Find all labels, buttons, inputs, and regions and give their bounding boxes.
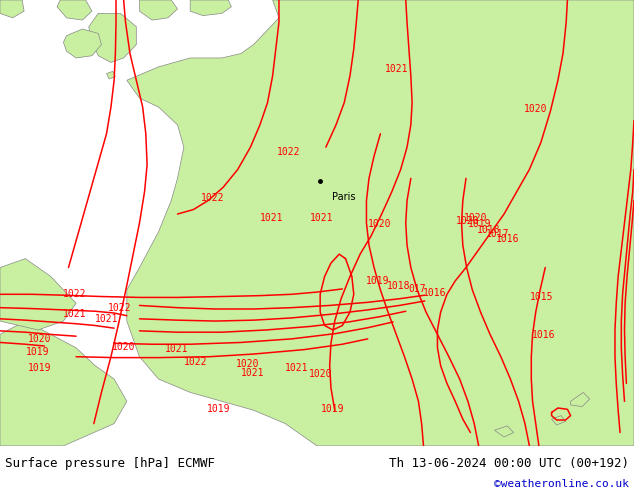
Text: 1018: 1018 — [386, 281, 410, 291]
Polygon shape — [0, 259, 76, 330]
Text: 1022: 1022 — [183, 357, 207, 367]
Text: 1016: 1016 — [495, 234, 519, 244]
Text: 1021: 1021 — [164, 343, 188, 354]
Text: 1019: 1019 — [207, 404, 231, 415]
Text: 1016: 1016 — [532, 330, 556, 341]
Polygon shape — [57, 0, 92, 20]
Polygon shape — [107, 72, 115, 79]
Polygon shape — [89, 13, 136, 62]
Text: 1017: 1017 — [486, 229, 510, 239]
Text: 1019: 1019 — [321, 404, 345, 415]
Polygon shape — [0, 0, 24, 18]
Text: 1021: 1021 — [63, 309, 87, 319]
Text: 1020: 1020 — [308, 368, 332, 379]
Text: 1020: 1020 — [27, 334, 51, 344]
Text: ©weatheronline.co.uk: ©weatheronline.co.uk — [494, 479, 629, 489]
Text: 1020: 1020 — [367, 220, 391, 229]
Polygon shape — [495, 426, 514, 437]
Text: 1021: 1021 — [240, 368, 264, 378]
Text: 1021: 1021 — [285, 363, 309, 373]
Text: 1022: 1022 — [107, 303, 131, 313]
Text: 1018: 1018 — [476, 225, 500, 235]
Text: 1019: 1019 — [26, 347, 50, 357]
Polygon shape — [127, 0, 634, 446]
Polygon shape — [190, 0, 231, 16]
Polygon shape — [139, 0, 178, 20]
Text: 1020: 1020 — [463, 214, 488, 223]
Text: 1022: 1022 — [276, 147, 301, 157]
Text: 1020: 1020 — [112, 342, 136, 352]
Text: 1020: 1020 — [456, 216, 480, 226]
Text: 1019: 1019 — [467, 220, 491, 229]
Text: 1021: 1021 — [384, 64, 408, 74]
Text: 1021: 1021 — [259, 214, 283, 223]
Text: 1020: 1020 — [524, 104, 548, 114]
Text: Paris: Paris — [332, 192, 355, 202]
Text: 1019: 1019 — [365, 276, 389, 286]
Text: 1021: 1021 — [94, 314, 119, 324]
Text: 1022: 1022 — [200, 194, 224, 203]
Text: Surface pressure [hPa] ECMWF: Surface pressure [hPa] ECMWF — [5, 457, 215, 469]
Polygon shape — [0, 321, 127, 446]
Polygon shape — [552, 416, 566, 425]
Text: 1016: 1016 — [423, 288, 447, 297]
Text: 1019: 1019 — [27, 363, 51, 373]
Text: 1015: 1015 — [530, 292, 554, 301]
Text: 1021: 1021 — [310, 214, 334, 223]
Text: 1022: 1022 — [63, 289, 87, 299]
Polygon shape — [571, 392, 590, 407]
Text: 017: 017 — [408, 284, 426, 294]
Text: Th 13-06-2024 00:00 UTC (00+192): Th 13-06-2024 00:00 UTC (00+192) — [389, 457, 629, 469]
Text: 1020: 1020 — [235, 359, 259, 369]
Polygon shape — [63, 29, 101, 58]
